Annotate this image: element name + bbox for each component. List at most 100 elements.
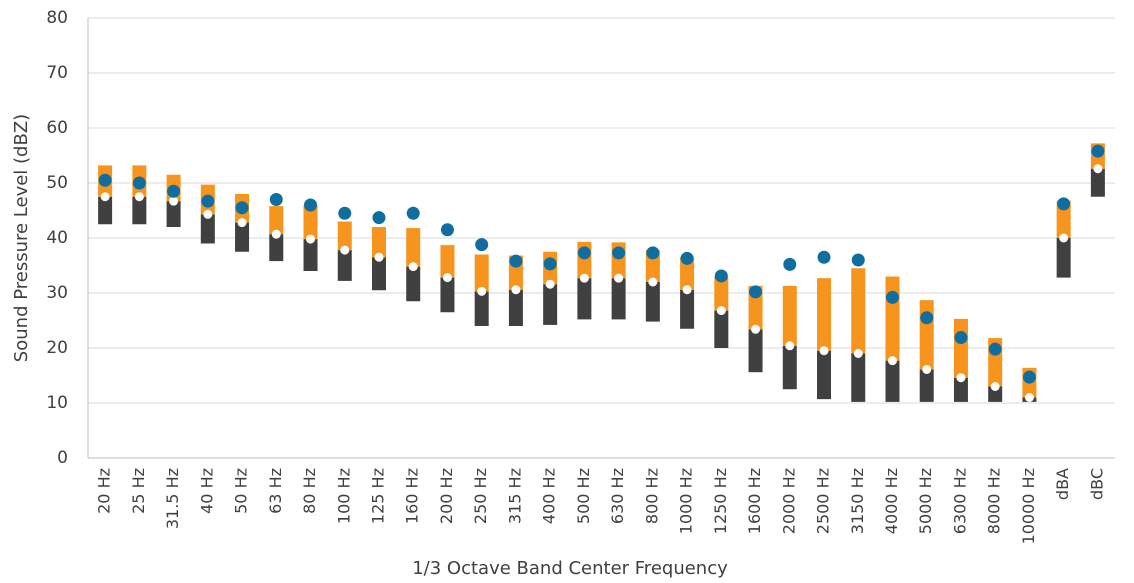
- dot: [853, 349, 863, 358]
- bar-segment: [303, 205, 318, 240]
- dot: [577, 246, 591, 260]
- bar-segment: [371, 257, 386, 291]
- x-tick-label: 125 Hz: [368, 468, 387, 524]
- y-tick-label: 10: [46, 393, 68, 413]
- dot: [819, 346, 829, 356]
- dot: [203, 209, 213, 219]
- dot: [1091, 144, 1105, 158]
- bar-segment: [474, 254, 489, 292]
- dot: [817, 250, 831, 264]
- bar-segment: [611, 278, 626, 320]
- dot: [509, 254, 523, 268]
- bar-segment: [782, 345, 797, 390]
- y-tick-label: 40: [46, 228, 68, 248]
- dot: [716, 306, 726, 316]
- bar-segment: [371, 227, 386, 258]
- bar-segment: [1056, 238, 1071, 278]
- bar-segment: [474, 291, 489, 326]
- dot: [372, 211, 386, 225]
- dot: [475, 238, 489, 252]
- dot: [614, 273, 624, 283]
- dot: [235, 201, 249, 215]
- dot: [851, 253, 865, 267]
- dot: [988, 342, 1002, 356]
- dot: [304, 198, 318, 212]
- x-tick-label: 80 Hz: [300, 468, 319, 514]
- x-tick-label: 8000 Hz: [985, 468, 1004, 534]
- y-tick-label: 0: [57, 448, 68, 468]
- dot: [783, 257, 797, 271]
- dot: [271, 229, 281, 239]
- dot: [1057, 197, 1071, 211]
- dot: [920, 311, 934, 325]
- dot: [237, 218, 247, 228]
- dot: [1024, 393, 1034, 402]
- bar-segment: [680, 289, 695, 329]
- y-tick-label: 70: [46, 63, 68, 83]
- bar-segment: [988, 386, 1003, 402]
- bar-segment: [748, 329, 763, 373]
- x-tick-label: 400 Hz: [540, 468, 559, 524]
- dot: [269, 193, 283, 206]
- bar-segment: [817, 278, 832, 351]
- x-tick-label: 1600 Hz: [745, 468, 764, 534]
- x-tick-label: 25 Hz: [129, 468, 148, 514]
- dot: [169, 196, 179, 206]
- bar-segment: [919, 369, 934, 402]
- x-tick-label: 50 Hz: [232, 468, 251, 514]
- bar-segment: [885, 360, 900, 402]
- bar-segment: [919, 300, 934, 370]
- bar-segment: [269, 206, 284, 235]
- y-tick-label: 80: [46, 8, 68, 28]
- x-tick-label: 3150 Hz: [848, 468, 867, 534]
- bar-segment: [577, 278, 592, 320]
- x-tick-label: 500 Hz: [574, 468, 593, 524]
- dot: [680, 251, 694, 265]
- dot: [338, 206, 352, 220]
- y-tick-label: 30: [46, 283, 68, 303]
- dot: [1022, 370, 1036, 384]
- dot: [954, 331, 968, 345]
- x-tick-label: dBA: [1053, 468, 1072, 500]
- dot: [887, 356, 897, 366]
- dot: [167, 184, 181, 198]
- dot: [374, 252, 384, 262]
- bar-segment: [953, 377, 968, 402]
- bar-segment: [235, 222, 250, 252]
- bar-segment: [1090, 168, 1105, 197]
- bar-segment: [406, 228, 421, 267]
- bar-segment: [508, 289, 523, 326]
- x-tick-label: 800 Hz: [642, 468, 661, 524]
- x-tick-label: 40 Hz: [197, 468, 216, 514]
- x-tick-label: 2500 Hz: [814, 468, 833, 534]
- dot: [545, 279, 555, 289]
- x-tick-label: 630 Hz: [608, 468, 627, 524]
- dot: [682, 285, 692, 295]
- bar-segment: [337, 221, 352, 251]
- bar-segment: [132, 196, 147, 225]
- dot: [442, 273, 452, 283]
- x-tick-label: 63 Hz: [266, 468, 285, 514]
- dot: [408, 262, 418, 272]
- x-tick-label: 100 Hz: [334, 468, 353, 524]
- bar-segment: [851, 353, 866, 402]
- dot: [1093, 164, 1103, 174]
- dot: [100, 192, 110, 202]
- x-tick-label: 5000 Hz: [916, 468, 935, 534]
- x-tick-label: 10000 Hz: [1019, 468, 1038, 544]
- bar-segment: [1056, 200, 1071, 238]
- bar-segment: [645, 282, 660, 322]
- dot: [956, 373, 966, 383]
- dot: [477, 286, 487, 296]
- x-tick-label: 250 Hz: [471, 468, 490, 524]
- dot: [990, 382, 1000, 391]
- y-tick-label: 50: [46, 173, 68, 193]
- bar-segment: [817, 350, 832, 400]
- dot: [612, 246, 626, 260]
- dot: [98, 173, 112, 187]
- bar-segment: [337, 250, 352, 281]
- dot: [306, 234, 316, 244]
- x-tick-label: dBC: [1087, 468, 1106, 500]
- dot: [749, 285, 763, 299]
- x-tick-label: 200 Hz: [437, 468, 456, 524]
